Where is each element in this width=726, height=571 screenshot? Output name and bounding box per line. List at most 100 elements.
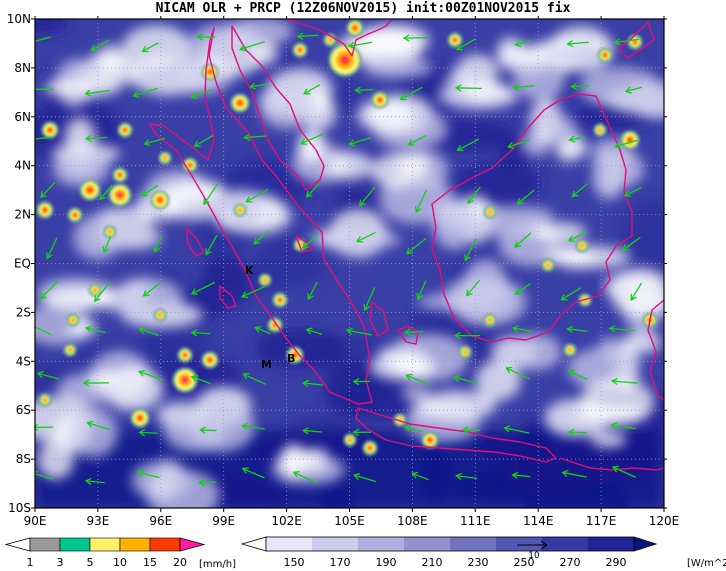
precip-cell <box>108 183 132 207</box>
precip-colorbar-bin <box>59 537 91 552</box>
wind-arrow <box>153 235 163 253</box>
lat-label: 2N <box>14 208 31 222</box>
precip-cell <box>563 343 577 357</box>
precip-colorbar: 1 3 5 10 15 20 [mm/h] <box>4 537 236 570</box>
lon-label: 93E <box>86 514 109 528</box>
wind-arrow <box>93 281 111 303</box>
precip-cell <box>328 43 362 77</box>
wind-arrow <box>611 465 637 478</box>
lon-label: 105E <box>334 514 365 528</box>
wind-arrow <box>132 87 158 98</box>
wind-arrow <box>35 423 53 432</box>
wind-arrow <box>40 181 56 199</box>
wind-arrow <box>567 428 587 436</box>
wind-arrow <box>403 424 423 433</box>
wind-arrow <box>45 237 58 260</box>
precip-cell <box>362 440 378 456</box>
wind-arrow <box>35 85 54 93</box>
wind-arrow <box>196 33 216 41</box>
precip-colorbar-tick: 15 <box>143 556 157 569</box>
wind-arrow <box>245 188 269 203</box>
lat-label: 2S <box>16 305 31 319</box>
precip-cell <box>177 347 193 363</box>
precip-cell <box>201 351 219 369</box>
wind-arrow <box>505 366 530 380</box>
precip-cell <box>343 433 357 447</box>
wind-arrow <box>514 283 531 295</box>
wind-arrow <box>513 40 531 48</box>
olr-colorbar-bin <box>312 537 358 551</box>
coastline-bangka <box>397 325 419 345</box>
olr-colorbar: 150 170 190 210 230 250 270 290 [W/m^2] 10 <box>240 536 726 569</box>
precip-cell <box>371 91 389 109</box>
wind-arrow <box>136 469 160 479</box>
coastlines <box>149 19 664 471</box>
wind-arrow <box>352 377 370 386</box>
wind-arrow <box>248 82 267 90</box>
wind-arrow <box>301 379 324 388</box>
precip-cell <box>88 283 102 297</box>
precip-cell <box>447 32 463 48</box>
olr-colorbar-tick: 250 <box>514 556 535 569</box>
olr-cloud-areas <box>35 19 664 508</box>
olr-colorbar-bin <box>588 537 634 551</box>
olr-colorbar-tick: 170 <box>330 556 351 569</box>
map-area: K B M <box>35 19 664 508</box>
map-title: NICAM OLR + PRCP (12Z06NOV2015) init:00Z… <box>155 1 571 16</box>
lon-label: 102E <box>271 514 302 528</box>
wind-arrow <box>296 32 319 40</box>
wind-arrow <box>138 326 159 337</box>
wind-arrow <box>354 86 374 94</box>
wind-arrow <box>82 379 110 387</box>
precip-cell <box>66 313 80 327</box>
wind-arrow <box>567 231 587 242</box>
wind-arrow <box>561 469 587 478</box>
coastline-philippines <box>617 21 655 59</box>
coastline-malay-peninsula <box>231 25 325 191</box>
wind-arrow <box>570 82 589 91</box>
precip-cell <box>627 34 643 50</box>
wind-arrow <box>461 426 481 434</box>
lon-label: 99E <box>212 514 235 528</box>
precip-cell <box>272 292 288 308</box>
wind-arrow <box>243 133 266 141</box>
wind-arrow <box>613 38 639 46</box>
wind-arrow <box>512 83 535 91</box>
wind-arrow <box>455 38 476 51</box>
wind-arrow <box>141 42 159 53</box>
olr-colorbar-bin <box>496 537 542 551</box>
wind-arrow <box>610 377 638 386</box>
precip-cell <box>103 225 117 239</box>
wind-arrow <box>90 39 110 51</box>
precip-colorbar-bin <box>89 537 121 552</box>
precipitation-cells <box>36 19 658 456</box>
wind-arrow <box>142 281 162 297</box>
wind-arrow <box>190 281 216 295</box>
wind-arrow <box>363 287 376 312</box>
olr-colorbar-tick: 270 <box>560 556 581 569</box>
lat-label: 10S <box>8 501 31 515</box>
wind-arrow <box>190 329 211 337</box>
wind-arrow <box>414 189 428 214</box>
wind-arrow <box>303 84 320 95</box>
wind-arrow <box>198 478 217 487</box>
wind-arrow <box>35 36 52 43</box>
wind-arrow <box>613 139 638 149</box>
place-label-b: B <box>287 352 295 365</box>
precip-cell <box>67 207 83 223</box>
wind-arrow <box>205 234 218 256</box>
precip-colorbar-tick: 5 <box>87 556 94 569</box>
axis-ticks <box>31 16 667 512</box>
wind-arrow <box>254 325 271 335</box>
latitude-labels: 10N 8N 6N 4N 2N EQ 2S 4S 6S 8S 10S <box>7 12 31 515</box>
coastline-mentawai <box>219 285 237 309</box>
wind-arrow <box>193 134 214 147</box>
lon-label: 96E <box>149 514 172 528</box>
place-label-m: M <box>261 358 272 371</box>
coastline-riau <box>295 235 313 253</box>
precip-cell <box>230 93 250 113</box>
precip-cell <box>158 151 172 165</box>
wind-arrow <box>301 427 322 435</box>
wind-arrow <box>352 428 371 436</box>
precip-cell <box>483 313 497 327</box>
